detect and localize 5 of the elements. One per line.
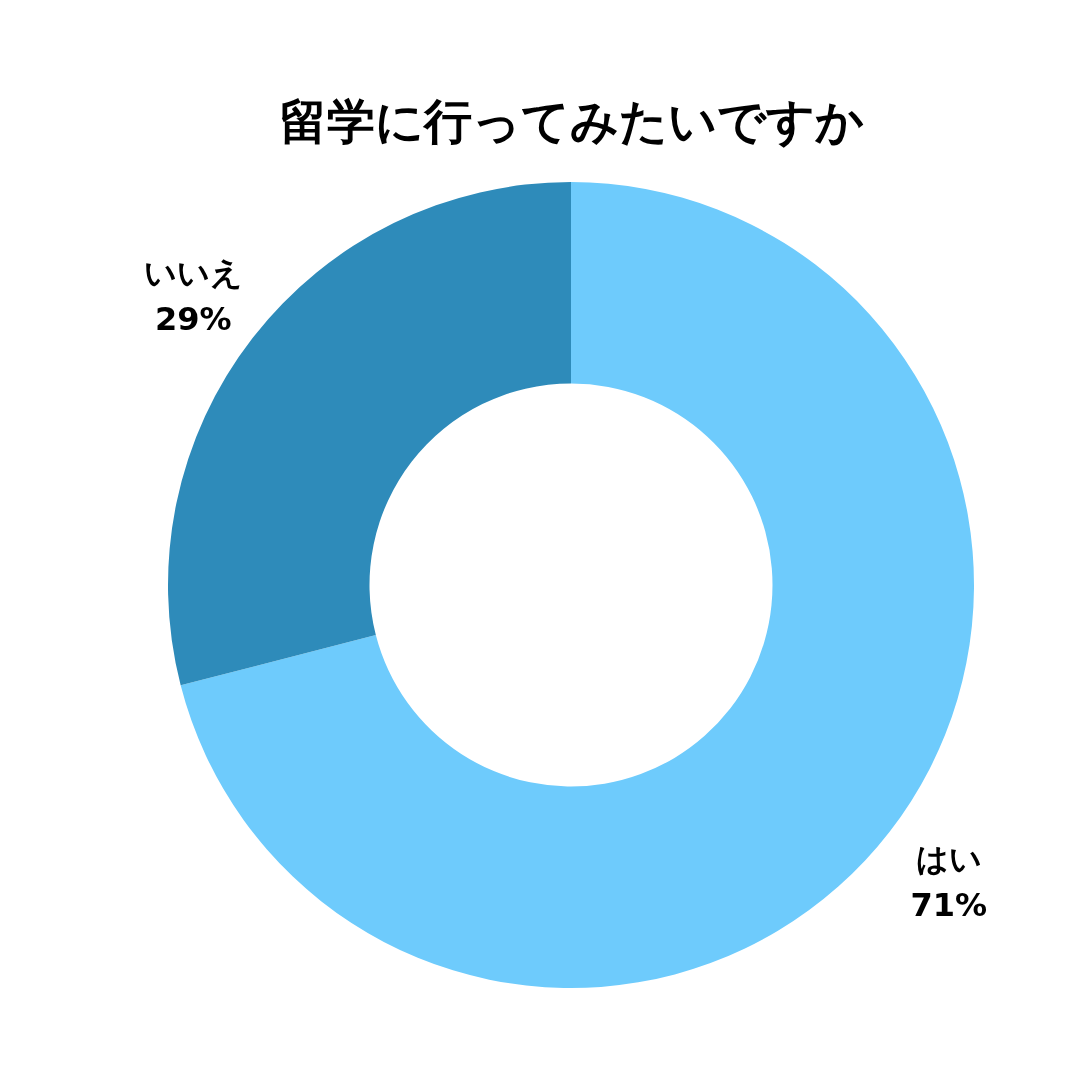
slice-label: いいえ <box>143 254 243 293</box>
slice-label: はい <box>915 839 982 878</box>
chart-title: 留学に行ってみたいですか <box>278 93 864 149</box>
data-label: 29% <box>155 300 232 339</box>
data-label: 71% <box>910 885 987 924</box>
